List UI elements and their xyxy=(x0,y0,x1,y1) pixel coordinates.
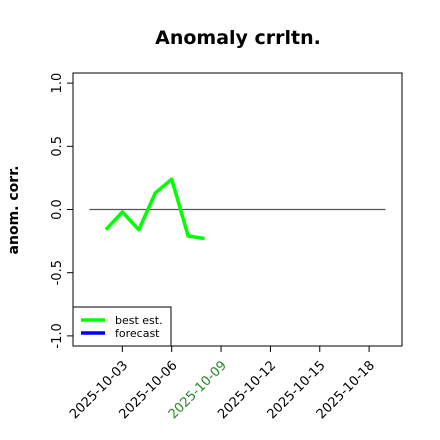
y-tick-label: 0.5 xyxy=(50,136,65,157)
y-tick-label: -1.0 xyxy=(50,323,65,348)
legend-label: best est. xyxy=(115,314,163,327)
chart-title: Anomaly crrltn. xyxy=(155,27,321,49)
y-tick-label: 1.0 xyxy=(50,73,65,94)
legend-box xyxy=(72,306,172,347)
legend-label: forecast xyxy=(115,327,160,340)
y-tick-label: 0.0 xyxy=(50,199,65,220)
y-axis-label: anom. corr. xyxy=(6,166,22,255)
y-tick-label: -0.5 xyxy=(50,260,65,285)
series-line xyxy=(104,177,205,241)
